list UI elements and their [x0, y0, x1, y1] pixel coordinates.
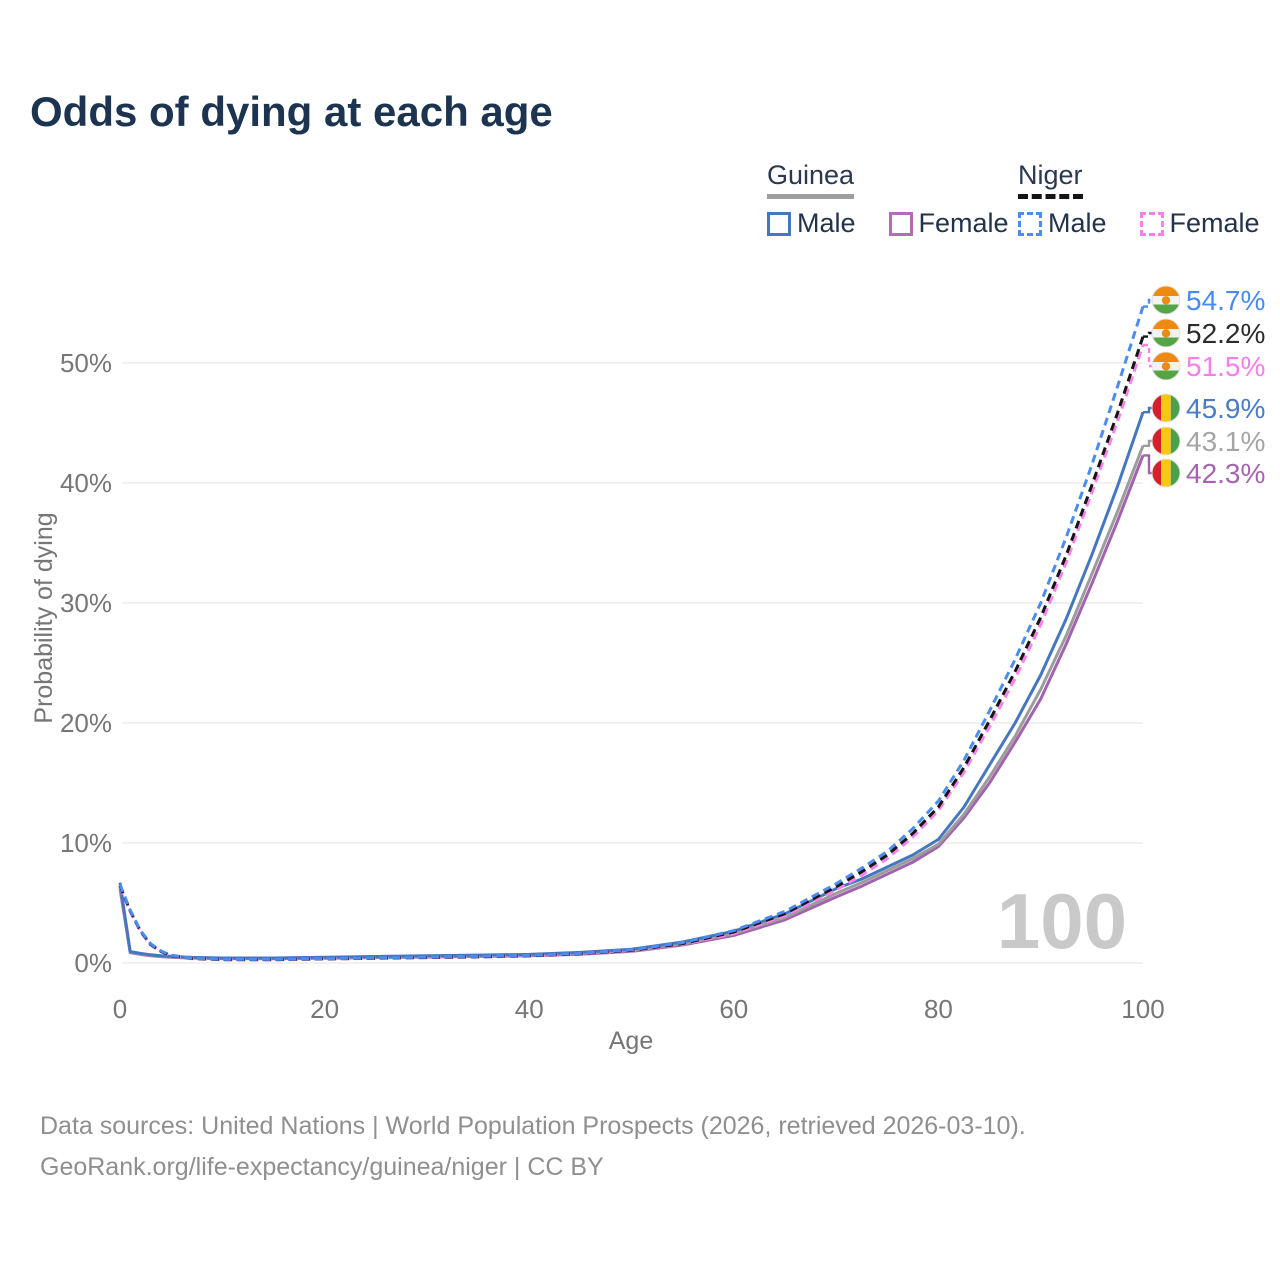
- end-value-label: 54.7%: [1186, 285, 1265, 316]
- y-tick-label: 0%: [74, 948, 112, 978]
- x-axis-tick-labels: 0 20 40 60 80 100: [113, 994, 1165, 1024]
- leader-line: [1143, 298, 1154, 308]
- y-axis-title: Probability of dying: [30, 512, 58, 723]
- x-axis-title: Age: [609, 1027, 653, 1055]
- legend-group-niger: Niger Male Female: [1018, 160, 1260, 239]
- series-line-niger-male: [118, 306, 1145, 961]
- gridlines: [122, 362, 1143, 964]
- flag-icons: [1151, 285, 1181, 488]
- x-tick-label: 60: [719, 994, 748, 1024]
- guinea-flag-icon: [1152, 394, 1180, 422]
- guinea-male-swatch-icon: [767, 211, 791, 236]
- guinea-flag-icon: [1152, 427, 1180, 455]
- end-value-label: 52.2%: [1186, 318, 1265, 349]
- age-watermark: 100: [997, 877, 1127, 965]
- legend-item-label: Female: [918, 208, 1009, 238]
- end-value-label: 51.5%: [1186, 351, 1265, 382]
- legend-item-label: Female: [1169, 208, 1260, 238]
- y-tick-label: 40%: [60, 468, 112, 498]
- series-line-niger-female: [118, 344, 1145, 962]
- legend-item-label: Male: [1048, 208, 1107, 238]
- niger-female-swatch-icon: [1139, 211, 1164, 236]
- end-value-label: 45.9%: [1186, 393, 1265, 424]
- y-tick-label: 50%: [60, 348, 112, 378]
- leader-lines: [1143, 298, 1154, 475]
- footer-url: GeoRank.org/life-expectancy/guinea/niger…: [40, 1153, 604, 1181]
- series-line-guinea-both-sexes: [118, 445, 1145, 960]
- end-value-label: 43.1%: [1186, 426, 1265, 457]
- footer-sources: Data sources: United Nations | World Pop…: [40, 1112, 1026, 1140]
- legend-item-niger-male[interactable]: Male: [1018, 208, 1107, 239]
- legend-country-guinea: Guinea: [767, 160, 855, 199]
- end-value-label: 42.3%: [1186, 458, 1265, 489]
- y-axis-tick-labels: 0% 10% 20% 30% 40% 50%: [60, 348, 112, 978]
- x-tick-label: 0: [113, 994, 127, 1024]
- y-tick-label: 30%: [60, 588, 112, 618]
- series-line-niger-both-sexes: [118, 336, 1145, 962]
- x-tick-label: 40: [515, 994, 544, 1024]
- footer: Data sources: United Nations | World Pop…: [40, 1106, 1026, 1188]
- legend-row-niger: Male Female: [1018, 208, 1260, 239]
- guinea-female-swatch-icon: [888, 211, 913, 236]
- guinea-flag-icon: [1152, 459, 1180, 487]
- end-value-labels: 54.7%52.2%51.5% 45.9%43.1%42.3%: [1186, 285, 1265, 489]
- legend-group-guinea: Guinea Male Female: [767, 160, 1009, 239]
- legend-item-niger-female[interactable]: Female: [1139, 208, 1260, 239]
- legend-item-guinea-male[interactable]: Male: [767, 208, 856, 239]
- x-tick-label: 20: [310, 994, 339, 1024]
- niger-flag-icon: [1152, 352, 1180, 380]
- page-title: Odds of dying at each age: [30, 88, 553, 135]
- legend-row-guinea: Male Female: [767, 208, 1009, 239]
- y-tick-label: 20%: [60, 708, 112, 738]
- x-tick-label: 100: [1121, 994, 1164, 1024]
- legend-country-niger: Niger: [1018, 160, 1083, 199]
- series-line-guinea-female: [118, 454, 1145, 961]
- x-tick-label: 80: [924, 994, 953, 1024]
- niger-flag-icon: [1152, 286, 1180, 314]
- series-lines: [118, 306, 1145, 962]
- legend-item-label: Male: [797, 208, 856, 238]
- niger-flag-icon: [1152, 319, 1180, 347]
- niger-male-swatch-icon: [1018, 211, 1042, 236]
- series-line-guinea-male: [118, 411, 1145, 960]
- legend-item-guinea-female[interactable]: Female: [888, 208, 1009, 239]
- y-tick-label: 10%: [60, 828, 112, 858]
